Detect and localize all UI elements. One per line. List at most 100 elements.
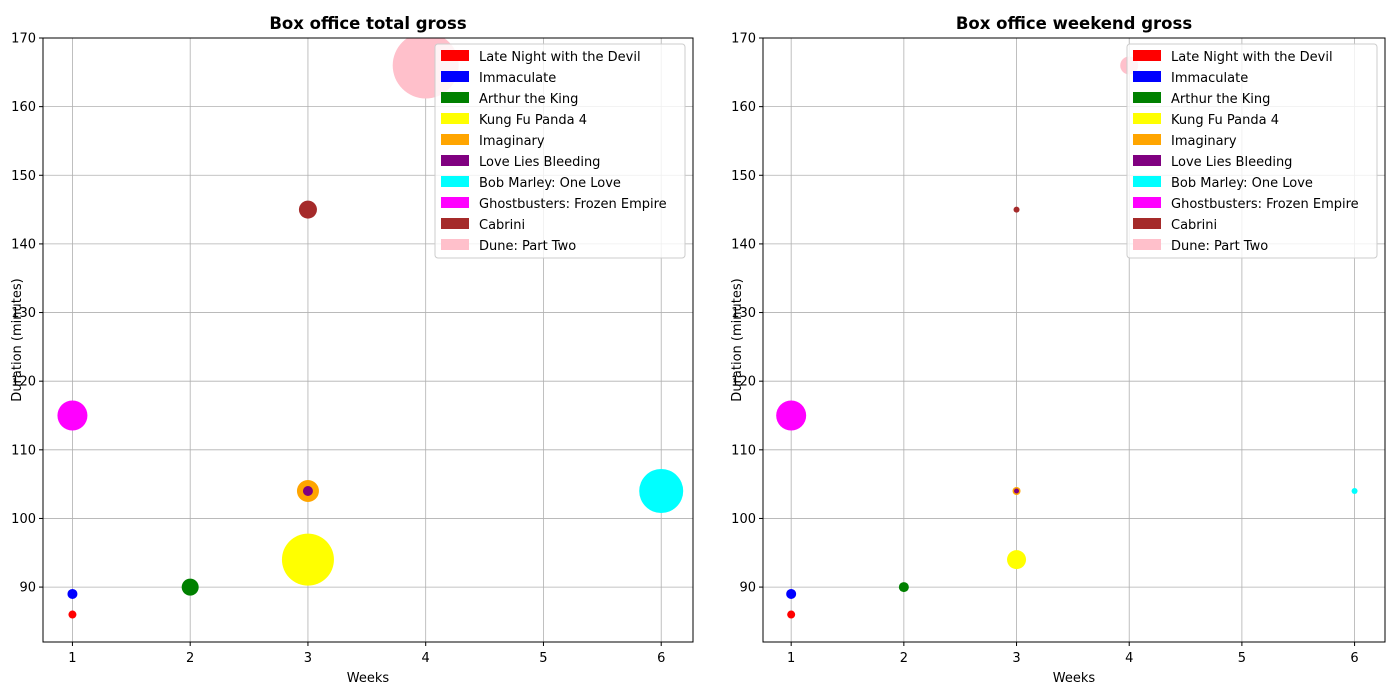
legend-item: Late Night with the Devil [441, 50, 641, 65]
legend-swatch [1133, 197, 1161, 208]
legend-swatch [441, 92, 469, 103]
legend-box [1126, 43, 1378, 259]
bubble-point[interactable] [639, 469, 684, 513]
legend-swatch [1133, 134, 1161, 145]
y-tick-label: 160 [731, 100, 756, 115]
x-axis-label: Weeks [347, 671, 390, 686]
x-tick-label: 5 [539, 651, 547, 666]
legend-swatch [441, 155, 469, 166]
bubble-point[interactable] [787, 610, 796, 619]
y-tick-label: 170 [11, 32, 36, 47]
legend-label: Cabrini [1171, 218, 1217, 233]
plot-frame [762, 37, 1386, 643]
legend-label: Dune: Part Two [479, 239, 576, 254]
legend-item: Arthur the King [441, 92, 578, 107]
legend-label: Ghostbusters: Frozen Empire [1171, 197, 1359, 212]
legend-item: Cabrini [441, 218, 525, 233]
x-tick-label: 1 [787, 651, 795, 666]
legend-item: Imaginary [441, 134, 545, 149]
y-axis-label: Duration (minutes) [10, 278, 25, 401]
bubble-point[interactable] [67, 588, 78, 599]
legend-box [434, 43, 686, 259]
bubble-point[interactable] [786, 588, 797, 599]
x-tick-label: 2 [900, 651, 908, 666]
y-tick-label: 100 [11, 512, 36, 527]
y-axis-label: Duration (minutes) [730, 278, 745, 401]
legend-label: Late Night with the Devil [1171, 50, 1333, 65]
bubble-point[interactable] [68, 610, 77, 619]
bubble-point[interactable] [1351, 488, 1358, 494]
legend-item: Kung Fu Panda 4 [441, 113, 587, 128]
legend-label: Imaginary [1171, 134, 1237, 149]
legend-swatch [441, 218, 469, 229]
legend-label: Late Night with the Devil [479, 50, 641, 65]
x-tick-label: 3 [304, 651, 312, 666]
legend-label: Arthur the King [479, 92, 578, 107]
legend-label: Ghostbusters: Frozen Empire [479, 197, 667, 212]
y-tick-label: 120 [11, 375, 36, 390]
bubble-point[interactable] [1013, 206, 1020, 213]
bubble-point[interactable] [57, 400, 88, 431]
legend-item: Imaginary [1133, 134, 1237, 149]
legend-swatch [1133, 155, 1161, 166]
y-tick-label: 170 [731, 32, 756, 47]
y-tick-label: 90 [19, 581, 36, 596]
bubble-point[interactable] [298, 200, 317, 219]
x-tick-label: 5 [1238, 651, 1246, 666]
bubble-point[interactable] [181, 578, 199, 596]
legend-swatch [441, 50, 469, 61]
legend-label: Bob Marley: One Love [1171, 176, 1313, 191]
legend-label: Immaculate [1171, 71, 1248, 86]
chart-title: Box office weekend gross [956, 14, 1193, 33]
x-tick-label: 4 [422, 651, 430, 666]
bubble-point[interactable] [302, 486, 313, 496]
x-tick-label: 6 [657, 651, 665, 666]
y-tick-label: 150 [731, 169, 756, 184]
bubble-layer [57, 38, 684, 619]
plot-frame [42, 37, 694, 643]
y-tick-label: 160 [11, 100, 36, 115]
legend-swatch [441, 176, 469, 187]
legend-label: Imaginary [479, 134, 545, 149]
legend-item: Dune: Part Two [1133, 239, 1268, 254]
legend-label: Kung Fu Panda 4 [479, 113, 587, 128]
legend-swatch [1133, 113, 1161, 124]
x-axis-label: Weeks [1053, 671, 1096, 686]
legend-item: Bob Marley: One Love [1133, 176, 1313, 191]
bubble-point[interactable] [776, 400, 807, 431]
legend-item: Love Lies Bleeding [1133, 155, 1292, 170]
y-tick-label: 110 [731, 443, 756, 458]
y-tick-label: 140 [731, 237, 756, 252]
legend: Late Night with the Devil Immaculate Arthu… [1126, 43, 1378, 259]
legend-label: Immaculate [479, 71, 556, 86]
legend-item: Bob Marley: One Love [441, 176, 621, 191]
chart-panel-2: 1 2 3 4 5 6 90 100 110 120 130 140 150 160 170 Box offi… [730, 14, 1386, 686]
x-tick-label: 2 [186, 651, 194, 666]
bubble-point[interactable] [1014, 488, 1020, 494]
bubble-point[interactable] [898, 582, 909, 593]
y-tick-label: 100 [731, 512, 756, 527]
bubble-point[interactable] [1007, 550, 1027, 570]
legend-swatch [441, 134, 469, 145]
legend-item: Kung Fu Panda 4 [1133, 113, 1279, 128]
legend-swatch [1133, 176, 1161, 187]
legend-swatch [1133, 71, 1161, 82]
legend-label: Love Lies Bleeding [479, 155, 600, 170]
y-tick-label: 110 [11, 443, 36, 458]
legend-swatch [441, 71, 469, 82]
bubble-point[interactable] [281, 533, 334, 586]
y-tick-label: 130 [11, 306, 36, 321]
legend-label: Arthur the King [1171, 92, 1270, 107]
x-tick-label: 3 [1012, 651, 1020, 666]
y-tick-label: 90 [739, 581, 756, 596]
y-tick-label: 140 [11, 237, 36, 252]
y-tick-label: 150 [11, 169, 36, 184]
legend-swatch [1133, 50, 1161, 61]
legend-item: Ghostbusters: Frozen Empire [441, 197, 667, 212]
legend-label: Love Lies Bleeding [1171, 155, 1292, 170]
legend-swatch [441, 197, 469, 208]
legend-swatch [1133, 92, 1161, 103]
legend-item: Love Lies Bleeding [441, 155, 600, 170]
legend-swatch [441, 239, 469, 250]
